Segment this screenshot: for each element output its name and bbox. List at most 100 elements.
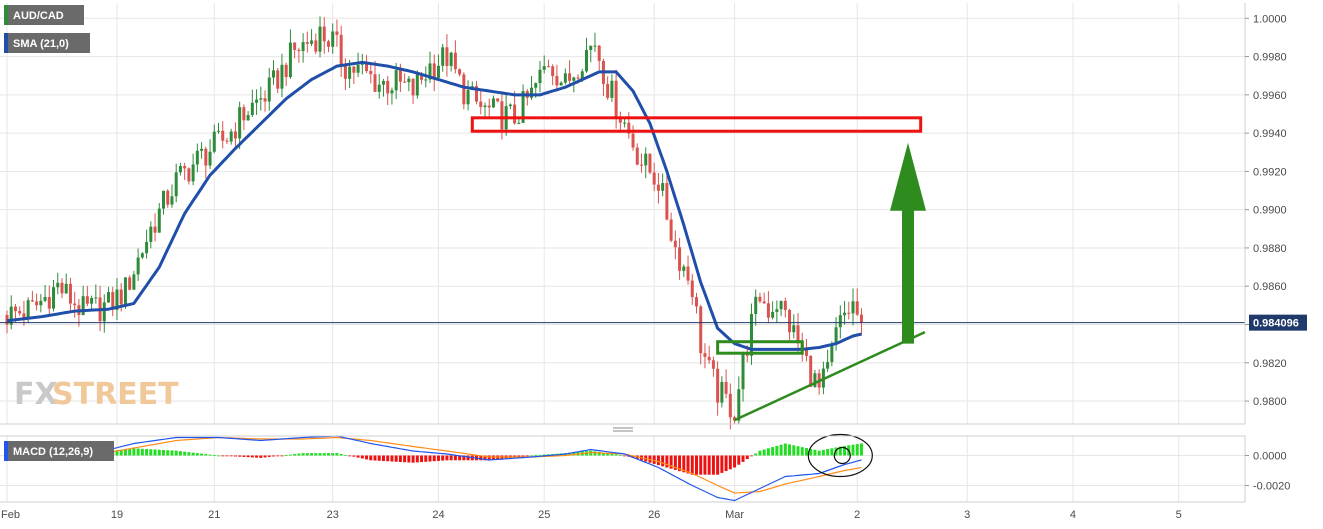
macd-histogram-bar	[178, 451, 182, 456]
macd-histogram-bar	[542, 454, 546, 456]
y-tick-label: 0.9960	[1253, 90, 1287, 102]
legend-sma[interactable]: SMA (21,0)	[4, 33, 90, 53]
macd-histogram-bar	[517, 455, 521, 457]
candle-body	[310, 40, 314, 44]
candle-body	[779, 300, 783, 310]
macd-histogram-bar	[449, 455, 453, 461]
candle-body	[428, 63, 432, 80]
macd-histogram-bar	[415, 455, 419, 463]
macd-histogram-bar	[394, 455, 398, 462]
macd-histogram-bar	[491, 455, 495, 460]
macd-histogram-bar	[809, 448, 813, 456]
candle-body	[728, 393, 732, 418]
macd-histogram-bar	[386, 455, 390, 462]
candle-body	[720, 381, 724, 403]
macd-histogram-bar	[720, 455, 724, 473]
candle-body	[267, 77, 271, 102]
macd-line	[6, 435, 862, 502]
candle-body	[855, 301, 859, 315]
legend-macd-bg	[4, 441, 114, 461]
candle-body	[834, 327, 838, 345]
candles	[5, 16, 863, 430]
candle-body	[851, 301, 855, 314]
y-tick-label: 0.9920	[1253, 166, 1287, 178]
candle-body	[407, 78, 411, 83]
candle-body	[335, 31, 339, 35]
macd-histogram-bar	[187, 452, 191, 456]
macd-histogram-bar	[741, 455, 745, 462]
macd-histogram-bar	[136, 448, 140, 456]
macd-histogram-bar	[614, 454, 618, 456]
sma-line	[6, 60, 862, 351]
candle-body	[318, 26, 322, 52]
candle-body	[331, 31, 335, 47]
macd-histogram-bar	[276, 455, 280, 457]
candle-body	[225, 140, 229, 142]
macd-histogram-bar	[145, 449, 149, 456]
macd-histogram-bar	[390, 455, 394, 462]
macd-grid	[0, 436, 1245, 502]
x-tick-label: 2	[854, 509, 860, 521]
candle-body	[352, 66, 356, 73]
macd-histogram-bar	[669, 455, 673, 469]
macd-histogram-bar	[428, 455, 432, 462]
macd-histogram-bar	[817, 450, 821, 456]
macd-histogram-bar	[855, 444, 859, 456]
macd-histogram-bar	[800, 447, 804, 456]
macd-histogram-bar	[788, 444, 792, 456]
candle-body	[707, 356, 711, 361]
candle-body	[30, 300, 34, 302]
macd-histogram-bar	[149, 449, 153, 456]
macd-histogram-bar	[360, 455, 364, 459]
macd-histogram-bar	[859, 443, 863, 456]
candle-body	[754, 296, 758, 314]
macd-histogram-bar	[716, 455, 720, 475]
candle-body	[623, 122, 627, 124]
candle-body	[52, 287, 56, 309]
candle-body	[597, 45, 601, 61]
macd-histogram-bar	[238, 455, 242, 457]
candle-body	[233, 131, 237, 139]
candle-body	[496, 98, 500, 102]
macd-histogram-bar	[229, 455, 233, 457]
macd-histogram-bar	[754, 453, 758, 456]
candle-body	[377, 84, 381, 92]
candle-body	[149, 226, 153, 242]
candle-body	[796, 325, 800, 344]
macd-histogram-bar	[678, 455, 682, 472]
candle-body	[411, 78, 415, 96]
macd-histogram-bar	[403, 455, 407, 463]
candle-body	[449, 52, 453, 66]
candle-body	[458, 69, 462, 75]
candle-body	[47, 297, 51, 309]
candle-body	[288, 42, 292, 78]
macd-histogram-bar	[826, 449, 830, 456]
macd-histogram-bar	[246, 455, 250, 458]
macd-histogram-bar	[318, 453, 322, 456]
macd-histogram-bar	[280, 455, 284, 457]
macd-histogram-bar	[458, 455, 462, 461]
macd-histogram-bar	[733, 455, 737, 468]
candle-body	[453, 52, 457, 70]
macd-histogram-bar	[255, 455, 259, 458]
legend-symbol[interactable]: AUD/CAD	[4, 5, 84, 25]
macd-histogram-bar	[310, 453, 314, 456]
macd-histogram-bar	[424, 455, 428, 462]
candle-body	[758, 296, 762, 302]
macd-histogram-bar	[525, 455, 529, 457]
y-tick-label: 0.9820	[1253, 358, 1287, 370]
candle-body	[229, 131, 233, 142]
candle-body	[343, 64, 347, 79]
candle-body	[250, 102, 254, 116]
candle-body	[301, 42, 305, 52]
candle-body	[94, 297, 98, 299]
candle-body	[43, 297, 47, 301]
panel-resize-handle[interactable]	[613, 427, 633, 432]
candle-body	[68, 283, 72, 304]
macd-histogram-bar	[445, 455, 449, 461]
candle-body	[766, 303, 770, 318]
candle-body	[145, 241, 149, 254]
candle-body	[724, 381, 728, 394]
x-tick-label: 21	[208, 509, 220, 521]
legend-macd[interactable]: MACD (12,26,9)	[4, 441, 114, 461]
